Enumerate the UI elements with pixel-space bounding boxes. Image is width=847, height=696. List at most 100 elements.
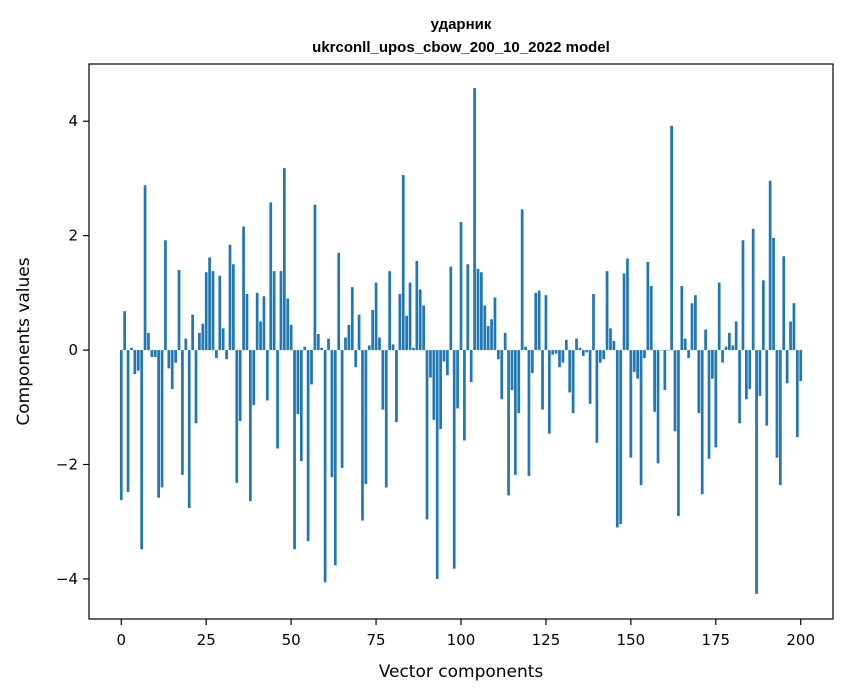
bar-65 [340, 350, 344, 468]
bar-131 [564, 339, 568, 351]
bar-81 [395, 350, 398, 423]
bar-116 [514, 350, 517, 475]
bar-144 [609, 328, 612, 351]
bar-66 [344, 337, 347, 351]
bar-78 [384, 350, 388, 488]
bar-0 [119, 350, 123, 500]
bar-57 [313, 204, 317, 351]
bar-120 [527, 350, 531, 476]
bar-183 [741, 240, 745, 351]
bar-142 [602, 350, 606, 360]
bar-157 [653, 350, 656, 412]
bar-45 [272, 271, 276, 351]
bar-146 [615, 350, 619, 528]
x-tick-label-25: 25 [197, 631, 216, 649]
bar-177 [721, 350, 724, 363]
x-tick-label-200: 200 [786, 631, 815, 649]
bar-89 [422, 305, 425, 351]
bar-69 [354, 350, 358, 368]
bar-125 [544, 295, 548, 351]
chart-title-line-2: ukrconll_upos_cbow_200_10_2022 model [312, 39, 610, 56]
x-tick-label-175: 175 [701, 631, 730, 649]
bar-153 [639, 350, 643, 486]
bar-18 [181, 350, 184, 475]
bar-117 [517, 350, 521, 414]
bar-92 [432, 350, 436, 420]
bar-37 [245, 294, 249, 351]
x-tick-label-0: 0 [117, 631, 127, 649]
bar-90 [425, 350, 429, 520]
bar-30 [221, 328, 225, 351]
bar-145 [612, 340, 616, 351]
bar-198 [792, 303, 796, 351]
bar-138 [588, 350, 592, 404]
bar-106 [480, 272, 483, 351]
bar-76 [378, 337, 381, 351]
bar-86 [412, 347, 415, 351]
bar-31 [225, 350, 228, 360]
bar-134 [575, 338, 578, 351]
bar-88 [418, 289, 422, 351]
bar-85 [408, 282, 412, 351]
x-tick-label-125: 125 [532, 631, 561, 649]
bar-185 [748, 350, 752, 389]
bar-52 [296, 350, 300, 415]
bar-139 [592, 294, 595, 351]
bar-27 [211, 271, 215, 351]
bar-129 [558, 350, 561, 368]
bar-105 [476, 268, 480, 351]
bar-122 [534, 292, 538, 351]
bar-94 [439, 350, 442, 430]
y-axis-ticks: −4 −2 0 2 4 [56, 112, 89, 588]
bar-11 [157, 350, 160, 498]
bar-171 [700, 350, 704, 495]
bar-118 [520, 209, 524, 351]
bar-130 [561, 350, 565, 363]
bar-124 [541, 350, 544, 410]
bar-158 [656, 350, 660, 464]
bar-63 [333, 350, 337, 566]
bar-60 [323, 350, 327, 583]
bar-111 [497, 350, 500, 360]
bar-194 [778, 350, 782, 486]
bar-41 [259, 321, 262, 351]
bar-35 [238, 350, 242, 422]
bar-10 [153, 350, 157, 357]
bar-190 [765, 350, 769, 426]
bar-168 [690, 303, 694, 351]
bar-87 [415, 260, 419, 351]
bar-64 [337, 252, 341, 351]
bar-77 [381, 350, 385, 410]
bar-151 [632, 350, 636, 372]
bar-13 [164, 240, 167, 351]
bar-188 [758, 350, 762, 396]
bar-133 [571, 350, 575, 414]
bar-180 [731, 345, 735, 351]
bar-46 [276, 350, 279, 449]
bar-82 [398, 294, 402, 351]
bar-26 [208, 257, 211, 351]
bar-165 [680, 286, 684, 351]
bar-75 [374, 282, 378, 351]
bar-113 [503, 332, 507, 351]
bar-163 [673, 350, 677, 432]
bar-73 [367, 345, 371, 351]
bar-187 [755, 350, 758, 594]
bar-121 [530, 350, 534, 373]
bar-28 [215, 350, 218, 359]
bar-67 [347, 324, 351, 351]
bar-51 [293, 350, 296, 550]
bar-100 [459, 221, 463, 351]
bar-176 [717, 282, 721, 351]
bar-155 [646, 261, 650, 351]
bar-199 [795, 350, 799, 438]
bar-148 [622, 273, 626, 351]
bar-98 [452, 350, 456, 569]
bar-48 [282, 168, 286, 351]
bar-104 [473, 88, 476, 351]
bar-93 [435, 350, 439, 579]
bar-141 [598, 350, 602, 363]
bar-178 [724, 346, 728, 351]
x-axis-ticks: 0 25 50 75 100 125 150 175 200 [117, 619, 815, 649]
bar-series [119, 88, 803, 594]
